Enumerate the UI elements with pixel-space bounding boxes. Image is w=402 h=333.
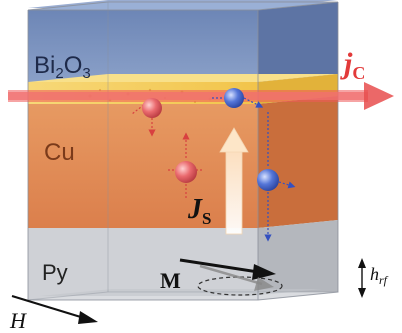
hrf-label: hrf [370, 264, 389, 287]
cu-label: Cu [44, 139, 75, 166]
double-arrow-icon [358, 258, 366, 298]
spin-up-electron-icon [168, 132, 204, 200]
py-layer [28, 220, 338, 300]
magnetization-label: M [160, 268, 181, 293]
cu-layer [28, 96, 338, 228]
bi2o3-layer [28, 0, 338, 82]
py-label: Py [42, 260, 68, 285]
current-arrow-icon [8, 82, 394, 110]
spin-current-arrow-icon [219, 127, 249, 235]
magnetization-arrow-icon [179, 258, 283, 296]
field-arrow-icon [11, 294, 98, 324]
spin-down-electron-icon [257, 112, 296, 242]
box-edges [27, 1, 339, 301]
spin-down-electron-icon [212, 88, 264, 108]
bi2o3-label: Bi2O3 [34, 52, 91, 82]
jc-label: jC [340, 47, 365, 83]
field-label: H [9, 308, 27, 333]
spin-up-electron-icon [131, 98, 162, 137]
js-label: JS [187, 194, 211, 228]
